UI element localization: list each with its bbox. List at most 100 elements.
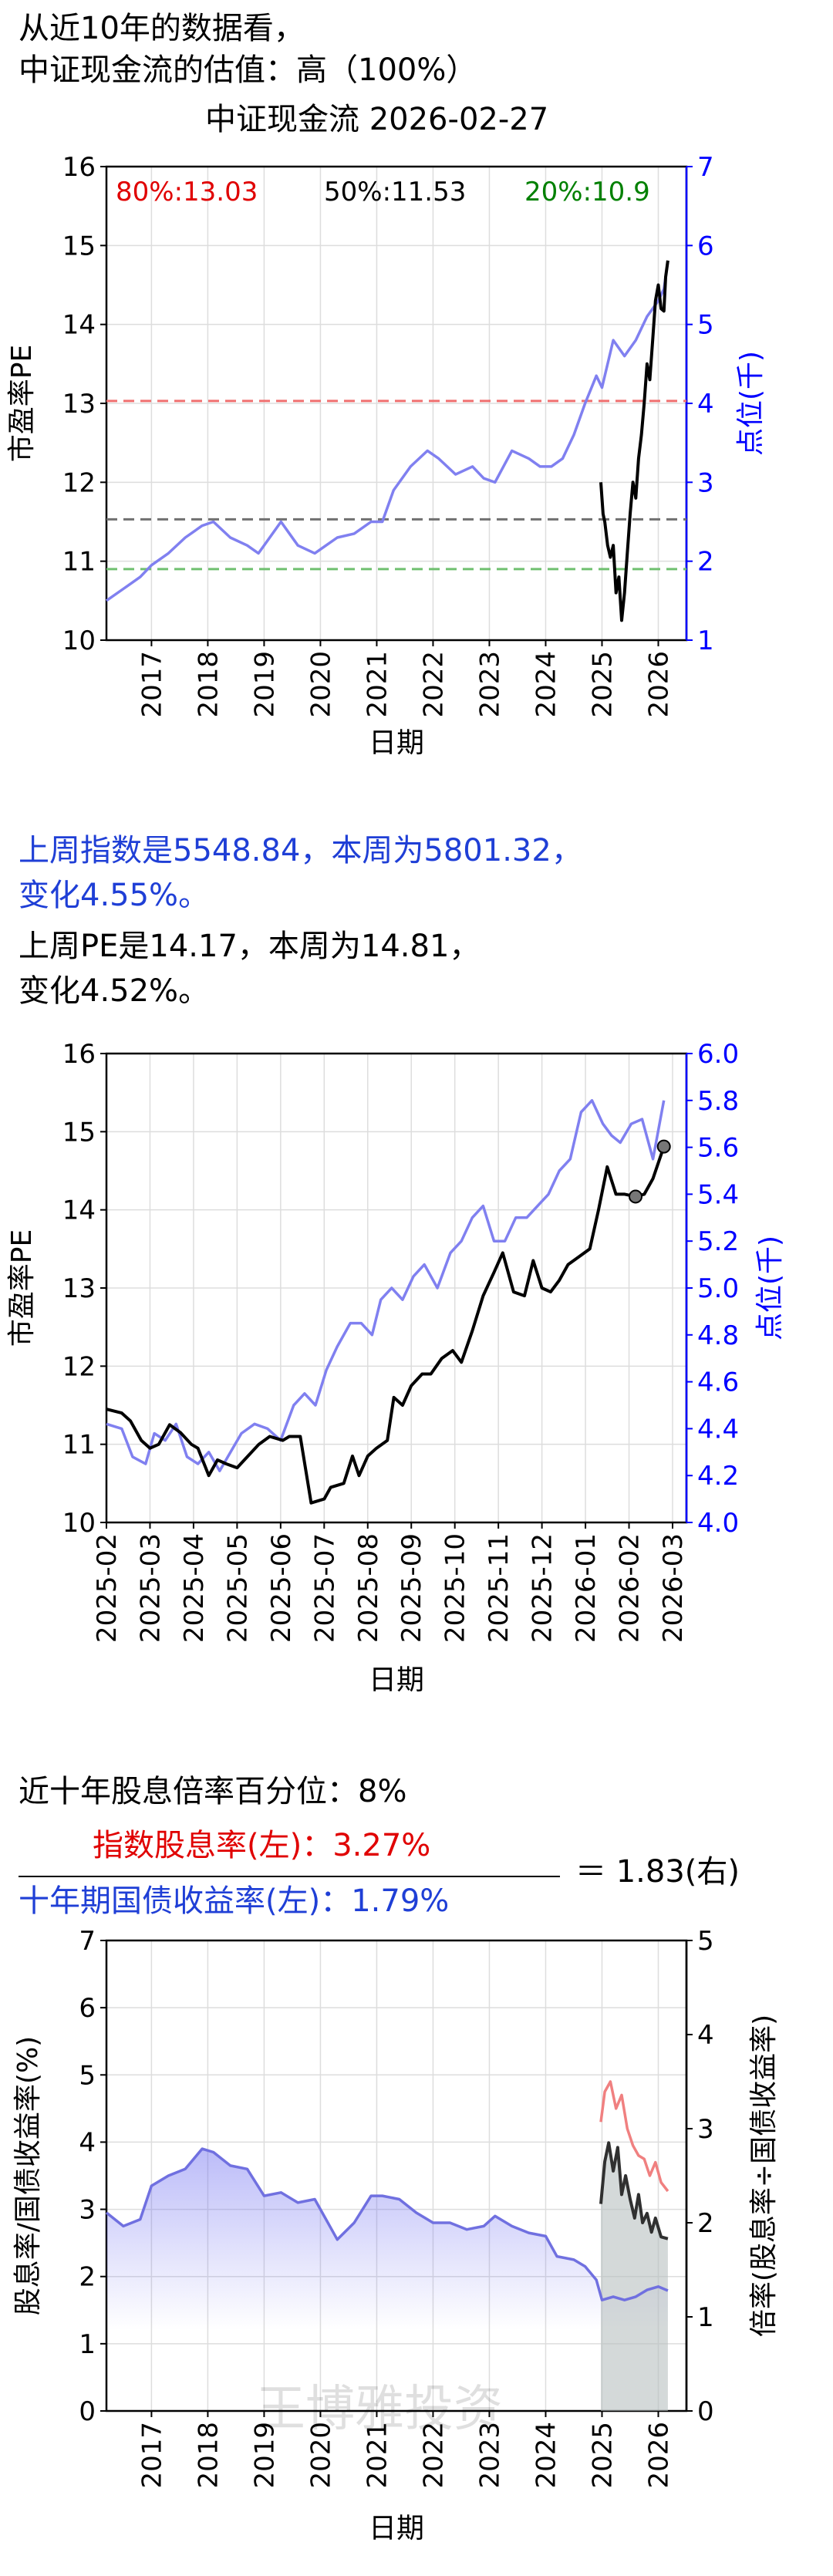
y-tick-label: 5	[79, 2060, 96, 2091]
x-axis-label: 日期	[369, 727, 424, 759]
y-tick-label: 0	[79, 2396, 96, 2427]
x-tick-label: 2025-12	[528, 1533, 558, 1643]
x-tick-label: 2020	[305, 651, 336, 718]
y-tick-label: 4	[79, 2127, 96, 2158]
y2-tick-label: 3	[697, 467, 714, 498]
y2-axis-label: 点位(千)	[754, 1236, 786, 1340]
highlight-point-this-week	[656, 1139, 671, 1154]
y-tick-label: 12	[62, 467, 96, 498]
series-ratio-area	[601, 2143, 668, 2411]
summary-line-1: 从近10年的数据看，	[19, 11, 305, 46]
weekly-index-change: 变化4.55%。	[19, 878, 210, 913]
x-tick-label: 2021	[362, 651, 393, 718]
series-bond-line	[105, 2147, 669, 2301]
y2-tick-label: 4.2	[697, 1461, 739, 1492]
y2-tick-label: 2	[697, 547, 714, 578]
y2-tick-label: 4.4	[697, 1414, 739, 1445]
series-index-line	[105, 261, 669, 602]
x-tick-label: 2023	[474, 2422, 505, 2489]
x-tick-label: 2025-05	[222, 1533, 253, 1643]
x-tick-label: 2025-02	[92, 1533, 123, 1643]
y-tick-label: 7	[79, 1928, 96, 1957]
x-tick-label: 2017	[137, 651, 167, 718]
x-tick-label: 2017	[137, 2422, 167, 2489]
x-tick-label: 2022	[418, 2422, 449, 2489]
percentile-label-p20: 20%:10.9	[524, 177, 650, 207]
pe-1y-chart: 10 11 12 13 14 15 16 4.0 4.2 4.4 4.6 4.8 5.0 5.2 5.4 5.…	[6, 1041, 786, 1696]
x-tick-label: 2025-06	[266, 1533, 297, 1643]
y2-tick-label: 3	[697, 2114, 714, 2145]
x-axis-label: 日期	[369, 2513, 424, 2544]
y-tick-label: 3	[79, 2195, 96, 2226]
y2-tick-label: 6.0	[697, 1041, 739, 1070]
x-tick-label: 2024	[531, 2422, 562, 2489]
y2-tick-label: 5.8	[697, 1086, 739, 1117]
x-tick-label: 2025-11	[484, 1533, 514, 1643]
y-tick-label: 11	[62, 547, 96, 578]
y-tick-label: 10	[62, 1508, 96, 1539]
y-tick-label: 10	[62, 625, 96, 656]
y-tick-label: 2	[79, 2262, 96, 2293]
y2-tick-label: 4.6	[697, 1367, 739, 1398]
y2-tick-label: 5	[697, 310, 714, 341]
series-pe-line	[599, 260, 669, 622]
y-axis-label: 股息率/国债收益率(%)	[12, 2036, 44, 2315]
y2-tick-label: 5.4	[697, 1179, 739, 1210]
y-axis-label: 市盈率PE	[6, 1229, 38, 1347]
y2-tick-label: 5.0	[697, 1273, 739, 1304]
y2-tick-label: 5.2	[697, 1226, 739, 1257]
x-tick-label: 2023	[474, 651, 505, 718]
weekly-pe-line: 上周PE是14.17，本周为14.81，	[19, 929, 481, 964]
x-axis-label: 日期	[369, 1664, 424, 1696]
y-tick-label: 13	[62, 389, 96, 420]
series-dividend-line	[599, 2080, 669, 2193]
y-tick-label: 14	[62, 1195, 96, 1226]
series-ratio-line	[599, 2141, 669, 2241]
x-tick-label: 2026	[643, 651, 674, 718]
weekly-pe-change: 变化4.52%。	[19, 973, 210, 1009]
x-tick-label: 2025-04	[179, 1533, 210, 1643]
y-tick-label: 1	[79, 2329, 96, 2360]
x-tick-label: 2025-09	[396, 1533, 427, 1643]
series-pe-line	[106, 1145, 666, 1505]
y2-tick-label: 1	[697, 2302, 714, 2333]
x-tick-label: 2018	[193, 2422, 224, 2489]
y-tick-label: 12	[62, 1351, 96, 1382]
x-tick-label: 2025	[587, 651, 618, 718]
x-tick-label: 2019	[249, 2422, 280, 2489]
y-tick-label: 16	[62, 1041, 96, 1070]
x-tick-label: 2018	[193, 651, 224, 718]
y-tick-label: 16	[62, 154, 96, 183]
dividend-numerator: 指数股息率(左)：3.27%	[93, 1828, 431, 1863]
fraction-bar	[19, 1876, 560, 1877]
chart-title: 中证现金流 2026-02-27	[205, 102, 549, 137]
y2-tick-label: 5	[697, 1928, 714, 1957]
x-tick-label: 2025-08	[353, 1533, 384, 1643]
x-tick-label: 2025-10	[440, 1533, 471, 1643]
x-tick-label: 2026-03	[658, 1533, 689, 1643]
percentile-label-p50: 50%:11.53	[324, 177, 466, 207]
x-tick-label: 2022	[418, 651, 449, 718]
x-tick-label: 2024	[531, 651, 562, 718]
x-tick-label: 2021	[362, 2422, 393, 2489]
x-tick-label: 2019	[249, 651, 280, 718]
y2-tick-label: 4	[697, 389, 714, 420]
x-tick-label: 2025	[587, 2422, 618, 2489]
dividend-denominator: 十年期国债收益率(左)：1.79%	[19, 1883, 450, 1919]
y-tick-label: 14	[62, 310, 96, 341]
x-tick-label: 2026	[643, 2422, 674, 2489]
x-tick-label: 2026-01	[571, 1533, 602, 1643]
series-index-line	[106, 1099, 666, 1472]
y2-tick-label: 7	[697, 154, 714, 183]
x-tick-label: 2025-07	[309, 1533, 340, 1643]
y2-tick-label: 2	[697, 2208, 714, 2239]
y2-tick-label: 1	[697, 625, 714, 656]
percentile-label-p80: 80%:13.03	[116, 177, 258, 207]
y2-tick-label: 0	[697, 2396, 714, 2427]
y-tick-label: 15	[62, 1117, 96, 1148]
y2-axis-label: 倍率(股息率÷国债收益率)	[748, 2015, 780, 2337]
y2-tick-label: 5.6	[697, 1133, 739, 1164]
y-tick-label: 15	[62, 231, 96, 261]
y2-tick-label: 4	[697, 2020, 714, 2051]
